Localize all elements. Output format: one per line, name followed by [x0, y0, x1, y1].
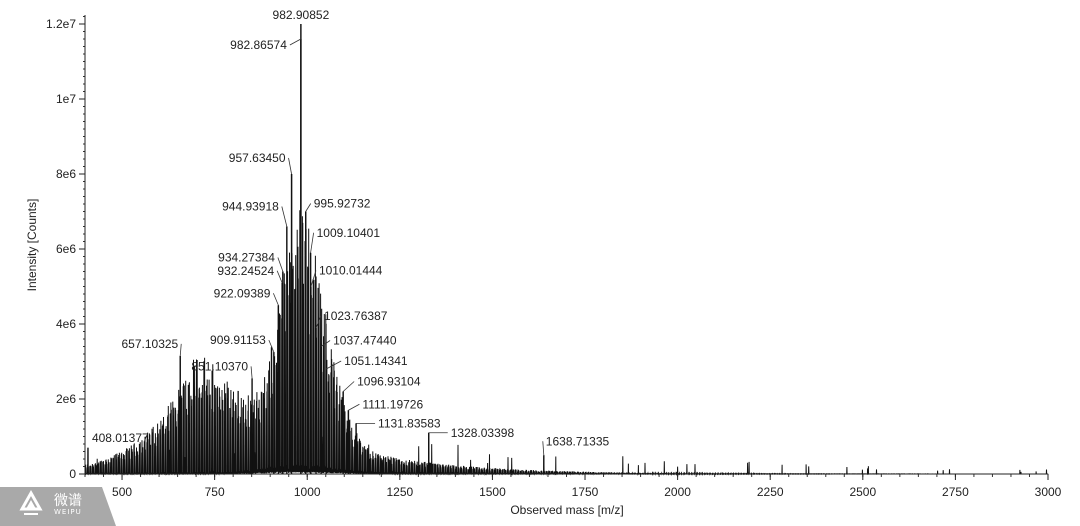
peak-leader: [179, 343, 182, 356]
peak-label: 657.10325: [121, 337, 178, 351]
x-tick-label: 1250: [386, 485, 413, 499]
peak-label: 982.90852: [273, 8, 330, 22]
y-tick-label: 8e6: [56, 167, 76, 181]
watermark-logo: 微谱 WEIPU: [0, 487, 116, 526]
peak-label: 934.27384: [218, 251, 275, 265]
x-tick-label: 2750: [942, 485, 969, 499]
peak-label: 982.86574: [230, 38, 287, 52]
peak-label: 408.01377: [92, 431, 149, 445]
x-tick-label: 3000: [1035, 485, 1062, 499]
peak-sticks: [87, 24, 545, 474]
peak-label: 944.93918: [222, 200, 279, 214]
peak-leader: [342, 381, 355, 392]
x-axis-title: Observed mass [m/z]: [510, 503, 623, 517]
x-tick-label: 2250: [757, 485, 784, 499]
peak-leader: [542, 441, 545, 456]
peak-label: 1010.01444: [319, 264, 383, 278]
peak-label: 909.91153: [210, 333, 266, 347]
x-tick-label: 1000: [294, 485, 321, 499]
y-axis-ticks: 0 2e6 4e6 6e6 8e6 1e7 1.2e7: [46, 16, 85, 481]
peak-leader: [276, 270, 283, 283]
x-axis-ticks: 500 750 1000 1250 1500 1750 2000 2250 2500 2750 30…: [84, 474, 1062, 499]
peak-label: 932.24524: [217, 264, 274, 278]
peak-label: 851.10370: [191, 359, 248, 373]
peak-leader: [310, 232, 314, 253]
peak-leader: [288, 157, 292, 175]
y-tick-label: 6e6: [56, 242, 76, 256]
peak-label: 1638.71335: [546, 434, 610, 448]
peak-label: 1131.83583: [378, 416, 441, 430]
y-tick-label: 4e6: [56, 317, 76, 331]
peak-label: 1111.19726: [362, 397, 423, 411]
y-tick-label: 0: [69, 467, 76, 481]
x-tick-label: 2000: [664, 485, 691, 499]
peak-leader: [325, 360, 342, 370]
peak-leader: [305, 203, 312, 212]
y-tick-label: 1.2e7: [46, 17, 76, 31]
peak-leader: [310, 270, 317, 287]
watermark-text-cn: 微谱: [54, 493, 82, 509]
y-tick-label: 1e7: [56, 92, 76, 106]
watermark-text-en: WEIPU: [54, 508, 82, 516]
spectrum-trace: [84, 23, 1049, 476]
peak-leader: [315, 315, 322, 328]
peak-leader: [250, 366, 253, 379]
peak-labels: 408.01377 657.10325 851.10370 909.91153 922.…: [92, 8, 610, 456]
peak-label: 1096.93104: [357, 375, 421, 389]
peak-label: 1328.03398: [451, 426, 515, 440]
peak-label: 957.63450: [229, 151, 286, 165]
peak-label: 922.09389: [214, 286, 271, 300]
x-tick-label: 750: [205, 485, 225, 499]
x-tick-label: 2500: [849, 485, 876, 499]
y-tick-label: 2e6: [56, 392, 76, 406]
peak-label: 1009.10401: [317, 226, 381, 240]
x-tick-label: 1750: [572, 485, 599, 499]
peak-leader: [268, 339, 275, 353]
x-tick-label: 500: [112, 485, 132, 499]
peak-label: 1037.47440: [333, 334, 397, 348]
peak-leader: [289, 38, 302, 46]
peak-label: 1023.76387: [324, 309, 388, 323]
y-axis-title: Intensity [Counts]: [25, 199, 39, 292]
peak-label: 995.92732: [314, 197, 371, 211]
peak-leader: [281, 206, 288, 227]
peak-leader: [320, 340, 331, 347]
peak-label: 1051.14341: [344, 354, 408, 368]
weipu-logo-icon: [0, 487, 116, 526]
peak-leader: [273, 293, 279, 306]
x-tick-label: 1500: [479, 485, 506, 499]
peak-leader: [348, 403, 360, 411]
peak-leader: [277, 257, 284, 272]
